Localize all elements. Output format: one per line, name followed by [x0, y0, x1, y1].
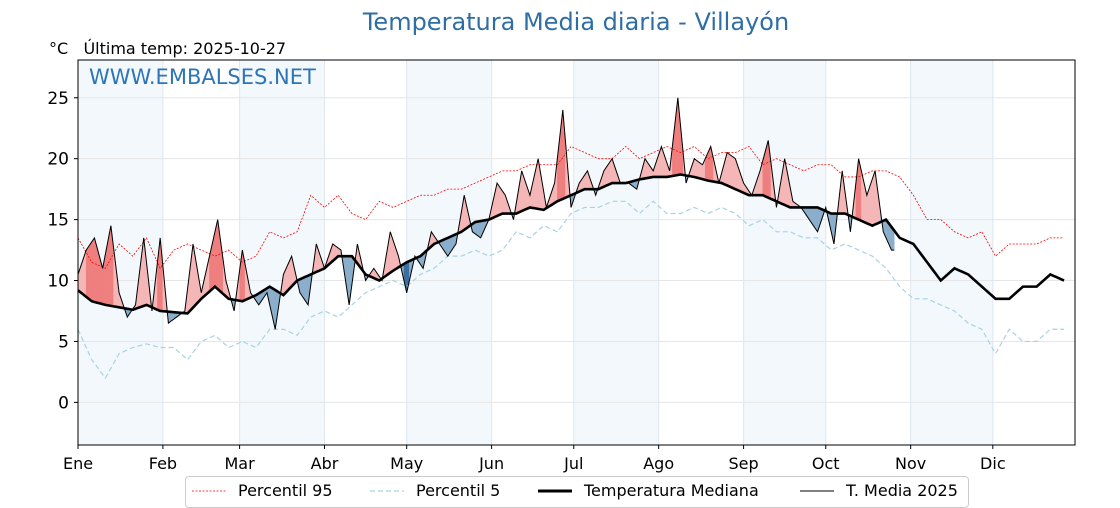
y-tick-label: 0 — [58, 393, 69, 413]
plot-frame — [77, 59, 1076, 446]
y-tick-label: 20 — [47, 150, 69, 170]
anomaly-fill-above — [696, 160, 701, 179]
series-line-mediana — [77, 173, 1065, 315]
x-tick-label: Nov — [895, 454, 926, 473]
legend-item-median: Temperatura Mediana — [538, 481, 759, 500]
chart-title: Temperatura Media diaria - Villayón — [362, 8, 790, 36]
unit-label: °C — [49, 39, 69, 58]
x-tick-label: Mar — [225, 454, 256, 473]
anomaly-fill-above — [496, 182, 501, 217]
legend-item-p5: Percentil 5 — [370, 481, 500, 500]
x-tick-label: Jun — [478, 454, 504, 473]
y-tick-label: 5 — [58, 332, 69, 352]
x-tick-label: Sep — [729, 454, 759, 473]
series-line-percentil-95 — [77, 145, 1065, 270]
watermark: WWW.EMBALSES.NET — [89, 65, 316, 89]
x-tick-label: Oct — [812, 454, 840, 473]
month-band — [573, 60, 659, 445]
x-tick-label: Ene — [63, 454, 93, 473]
series-line-percentil-5 — [77, 200, 1065, 380]
anomaly-fill-above — [729, 154, 733, 189]
month-band — [910, 60, 993, 445]
anomaly-fill-above — [726, 152, 731, 188]
x-tick-label: May — [390, 454, 423, 473]
legend-label: T. Media 2025 — [846, 481, 958, 500]
month-band — [743, 60, 826, 445]
anomaly-fill-above — [91, 237, 95, 303]
legend-label: Percentil 95 — [238, 481, 333, 500]
series-line-2025 — [77, 97, 895, 330]
legend-label: Temperatura Mediana — [584, 481, 759, 500]
y-tick-label: 25 — [47, 89, 69, 109]
anomaly-fill-below — [305, 275, 309, 306]
x-tick-label: Dic — [980, 454, 1006, 473]
y-tick-label: 15 — [47, 211, 69, 231]
legend: Percentil 95 Percentil 5 Temperatura Med… — [185, 476, 969, 508]
last-temp-label: Última temp: 2025-10-27 — [83, 39, 287, 58]
x-tick-label: Ago — [643, 454, 674, 473]
anomaly-fill-above — [732, 156, 736, 190]
legend-label: Percentil 5 — [416, 481, 501, 500]
anomaly-fill-above — [88, 241, 92, 302]
legend-item-2025: T. Media 2025 — [800, 481, 958, 500]
x-tick-label: Feb — [149, 454, 177, 473]
chart-subtitle: °C Última temp: 2025-10-27 — [49, 39, 286, 58]
anomaly-fill-below — [477, 220, 481, 239]
x-tick-label: Jul — [563, 454, 583, 473]
anomaly-fill-above — [699, 162, 703, 180]
y-tick-label: 10 — [47, 272, 69, 292]
anomaly-fill-above — [694, 158, 698, 179]
x-tick-label: Abr — [311, 454, 339, 473]
month-band — [239, 60, 325, 445]
legend-item-p95: Percentil 95 — [192, 481, 333, 500]
